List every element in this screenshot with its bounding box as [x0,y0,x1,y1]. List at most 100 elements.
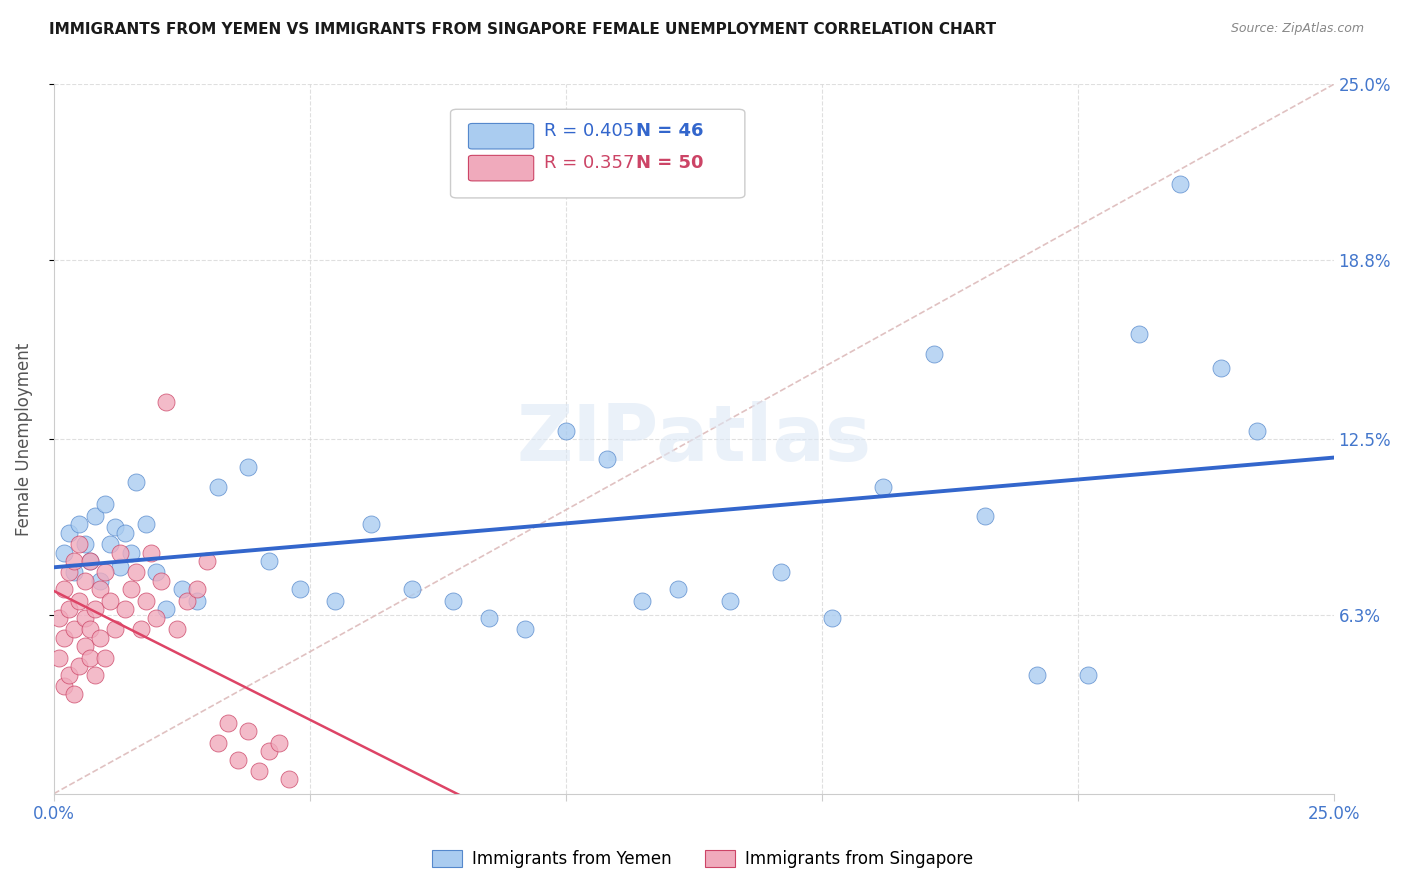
Point [63,687,86,701]
Text: R = 0.357: R = 0.357 [544,154,634,172]
Point [135,517,157,532]
Point [98,594,121,608]
Point [1209,361,1232,376]
Point [73,611,96,625]
Legend: Immigrants from Yemen, Immigrants from Singapore: Immigrants from Yemen, Immigrants from S… [426,843,980,875]
Point [441,594,464,608]
Point [226,753,249,767]
Point [79,554,101,568]
Point [58,525,80,540]
Point [267,736,290,750]
Point [67,594,90,608]
Point [145,611,167,625]
Point [94,566,117,580]
Point [1077,667,1099,681]
Point [73,574,96,588]
Point [1025,667,1047,681]
Point [114,525,136,540]
Point [922,347,945,361]
Point [257,744,280,758]
Point [139,545,162,559]
Point [186,594,208,608]
Point [67,659,90,673]
Point [197,554,219,568]
Point [176,594,198,608]
Point [186,582,208,597]
Point [554,424,576,438]
Point [89,574,111,588]
Point [110,545,132,559]
Point [53,631,76,645]
Point [79,554,101,568]
FancyBboxPatch shape [468,155,534,181]
Point [155,602,177,616]
Point [83,602,105,616]
Point [73,639,96,653]
Point [769,566,792,580]
Point [125,475,148,489]
Text: N = 46: N = 46 [636,122,703,140]
Text: IMMIGRANTS FROM YEMEN VS IMMIGRANTS FROM SINGAPORE FEMALE UNEMPLOYMENT CORRELATI: IMMIGRANTS FROM YEMEN VS IMMIGRANTS FROM… [49,22,997,37]
Point [120,545,142,559]
Point [58,602,80,616]
Point [89,582,111,597]
Point [73,537,96,551]
Point [83,667,105,681]
Point [718,594,741,608]
Point [110,559,132,574]
Point [53,582,76,597]
Point [145,566,167,580]
Point [48,611,70,625]
Text: N = 50: N = 50 [636,154,703,172]
Point [238,460,260,475]
Point [114,602,136,616]
Text: ZIPatlas: ZIPatlas [516,401,872,477]
Point [125,566,148,580]
Point [129,622,152,636]
Point [67,537,90,551]
FancyBboxPatch shape [450,109,745,198]
FancyBboxPatch shape [468,123,534,149]
Point [79,650,101,665]
Text: R = 0.405: R = 0.405 [544,122,634,140]
Point [207,736,229,750]
Point [63,622,86,636]
Point [94,650,117,665]
Point [63,566,86,580]
Point [104,520,127,534]
Point [974,508,997,523]
Point [325,594,347,608]
Point [155,395,177,409]
Point [666,582,689,597]
Point [58,667,80,681]
Point [207,480,229,494]
Y-axis label: Female Unemployment: Female Unemployment [15,343,32,536]
Point [1168,177,1191,191]
Point [67,517,90,532]
Point [104,622,127,636]
Point [278,772,301,787]
Point [872,480,894,494]
Point [257,554,280,568]
Point [401,582,423,597]
Point [631,594,654,608]
Point [53,545,76,559]
Point [166,622,188,636]
Point [83,508,105,523]
Point [98,537,121,551]
Point [821,611,844,625]
Point [89,631,111,645]
Point [58,566,80,580]
Point [247,764,270,778]
Point [170,582,193,597]
Point [120,582,142,597]
Point [360,517,382,532]
Point [513,622,536,636]
Point [1128,327,1150,342]
Point [53,679,76,693]
Point [79,622,101,636]
Point [478,611,501,625]
Point [1246,424,1268,438]
Point [238,724,260,739]
Text: Source: ZipAtlas.com: Source: ZipAtlas.com [1230,22,1364,36]
